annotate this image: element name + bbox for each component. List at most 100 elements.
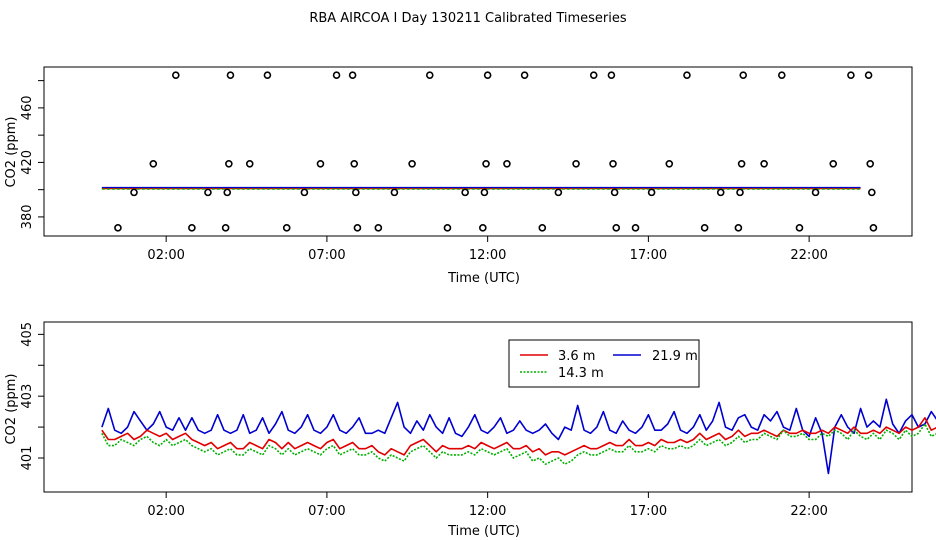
scatter-point <box>461 188 469 197</box>
scatter-point <box>665 159 674 168</box>
scatter-point <box>869 224 878 232</box>
scatter-point <box>538 224 547 232</box>
scatter-point <box>736 188 744 197</box>
scatter-point <box>300 188 309 197</box>
scatter-point <box>408 159 416 168</box>
scatter-point <box>425 71 434 79</box>
scatter-point <box>332 71 341 79</box>
legend-box <box>508 339 700 388</box>
scatter-point <box>480 188 489 197</box>
scatter-point <box>647 188 656 197</box>
top-y-tick-label: 420 <box>20 150 35 175</box>
scatter-point <box>737 159 746 168</box>
scatter-point <box>864 71 873 79</box>
scatter-point <box>760 159 768 168</box>
scatter-point <box>589 71 598 79</box>
scatter-point <box>847 71 855 79</box>
scatter-point <box>245 159 254 168</box>
bottom-y-tick-label: 401 <box>20 446 35 471</box>
scatter-point <box>482 159 490 168</box>
top-x-tick-label: 02:00 <box>147 248 184 263</box>
scatter-point <box>868 188 876 197</box>
scatter-point <box>114 224 122 232</box>
scatter-point <box>130 188 138 197</box>
scatter-point <box>374 224 383 232</box>
scatter-point <box>520 71 529 79</box>
bottom-x-axis: 02:00 07:00 12:00 17:00 22:00 <box>147 492 828 519</box>
bottom-y-tick-label: 403 <box>20 384 35 409</box>
scatter-point <box>226 71 235 79</box>
scatter-point <box>221 224 230 232</box>
top-x-tick-label: 12:00 <box>469 248 506 263</box>
scatter-point <box>829 159 838 168</box>
top-y-axis: 380 420 460 <box>20 80 44 230</box>
top-y-axis-label: CO2 (ppm) <box>4 116 19 187</box>
scatter-point <box>443 224 452 232</box>
scatter-point <box>612 224 621 232</box>
scatter-point <box>350 159 359 168</box>
scatter-point <box>225 159 233 168</box>
top-scatter-points <box>114 71 878 232</box>
bottom-y-axis: 401 403 405 <box>20 322 44 470</box>
top-x-axis: 02:00 07:00 12:00 17:00 22:00 <box>147 236 828 263</box>
bottom-y-tick-label: 405 <box>20 322 35 347</box>
scatter-point <box>683 71 691 79</box>
scatter-point <box>607 71 616 79</box>
legend-label-21-9m: 21.9 m <box>652 349 698 364</box>
scatter-point <box>149 159 158 168</box>
scatter-point <box>739 71 748 79</box>
scatter-point <box>282 224 291 232</box>
legend: 3.6 m 21.9 m 14.3 m <box>508 339 700 388</box>
legend-label-3-6m: 3.6 m <box>558 349 595 364</box>
bottom-x-tick-label: 22:00 <box>790 504 827 519</box>
bottom-x-tick-label: 17:00 <box>630 504 667 519</box>
top-x-tick-label: 22:00 <box>790 248 827 263</box>
scatter-point <box>631 224 640 232</box>
legend-label-14-3m: 14.3 m <box>558 366 604 381</box>
top-y-tick-label: 460 <box>20 95 35 120</box>
scatter-point <box>811 188 820 197</box>
scatter-point <box>483 71 492 79</box>
top-x-tick-label: 07:00 <box>308 248 345 263</box>
scatter-point <box>479 224 487 232</box>
scatter-point <box>777 71 786 79</box>
scatter-point <box>609 159 617 168</box>
scatter-point <box>352 188 360 197</box>
scatter-point <box>348 71 357 79</box>
top-x-tick-label: 17:00 <box>630 248 667 263</box>
scatter-point <box>316 159 325 168</box>
series-line-14-3-m <box>101 423 936 466</box>
scatter-point <box>795 224 804 232</box>
scatter-point <box>263 71 272 79</box>
scatter-point <box>716 188 725 197</box>
bottom-y-axis-label: CO2 (ppm) <box>4 373 19 444</box>
bottom-x-tick-label: 12:00 <box>469 504 506 519</box>
scatter-point <box>734 224 743 232</box>
scatter-point <box>503 159 511 168</box>
figure-title: RBA AIRCOA I Day 130211 Calibrated Times… <box>309 11 627 26</box>
top-co2-lines <box>101 186 861 190</box>
scatter-point <box>223 188 232 197</box>
bottom-x-axis-label: Time (UTC) <box>447 524 520 539</box>
scatter-point <box>353 224 362 232</box>
series-line-3-6-m <box>101 416 936 456</box>
top-panel: 02:00 07:00 12:00 17:00 22:00 380 420 460 Time… <box>4 66 913 286</box>
bottom-x-tick-label: 02:00 <box>147 504 184 519</box>
scatter-point <box>554 188 563 197</box>
scatter-point <box>172 71 180 79</box>
top-x-axis-label: Time (UTC) <box>447 271 520 286</box>
scatter-point <box>866 159 875 168</box>
scatter-point <box>572 159 580 168</box>
top-y-tick-label: 380 <box>20 205 35 230</box>
bottom-x-tick-label: 07:00 <box>308 504 345 519</box>
scatter-point <box>390 188 399 197</box>
bottom-series-lines <box>101 398 936 475</box>
scatter-point <box>204 188 212 197</box>
scatter-point <box>700 224 709 232</box>
bottom-plot-frame <box>43 321 913 493</box>
scatter-point <box>610 188 619 197</box>
scatter-point <box>188 224 196 232</box>
bottom-panel: 02:00 07:00 12:00 17:00 22:00 401 403 405 Time… <box>4 321 936 539</box>
top-plot-frame <box>43 66 913 237</box>
